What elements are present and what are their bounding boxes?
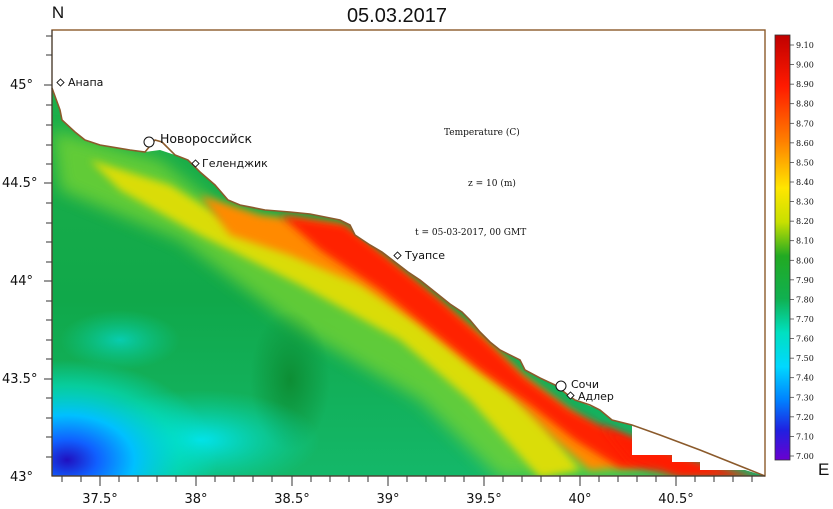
city-label: Туапсе — [404, 249, 445, 262]
colorbar-tick-label: 8.00 — [796, 256, 814, 265]
colorbar-tick-label: 8.60 — [796, 139, 814, 148]
city-label: Геленджик — [202, 157, 268, 170]
colorbar-tick-label: 8.90 — [796, 80, 814, 89]
colorbar-tick-label: 7.40 — [796, 374, 814, 383]
city-marker-icon — [143, 136, 155, 148]
colorbar-tick-label: 7.10 — [796, 432, 814, 441]
y-tick-label: 44.5° — [2, 176, 37, 191]
y-axis — [44, 35, 52, 458]
colorbar-tick-label: 7.80 — [796, 295, 814, 304]
x-tick-label: 38.5° — [274, 492, 309, 507]
x-tick-label: 39° — [376, 492, 399, 507]
east-label: E — [818, 460, 829, 479]
colorbar: 9.10 9.00 8.90 8.80 8.70 8.60 8.50 8.40 8.30 8.20… — [774, 34, 814, 461]
city-marker-icon — [393, 251, 402, 260]
city-tuapse: Туапсе — [393, 249, 445, 262]
city-label: Новороссийск — [160, 131, 253, 146]
colorbar-tick-label: 7.70 — [796, 315, 814, 324]
city-marker-icon — [555, 380, 567, 392]
variable-annotation: Temperature (C) — [444, 127, 520, 138]
colorbar-tick-label: 7.50 — [796, 354, 814, 363]
colorbar-tick-label: 9.10 — [796, 41, 814, 50]
y-tick-label: 43° — [10, 470, 33, 485]
city-marker-icon — [566, 391, 575, 400]
city-gelendzhik: Геленджик — [191, 157, 268, 170]
colorbar-tick-label: 8.80 — [796, 100, 814, 109]
x-axis — [61, 476, 753, 486]
x-tick-label: 38° — [184, 492, 207, 507]
colorbar-tick-label: 8.30 — [796, 198, 814, 207]
colorbar-tick-label: 7.90 — [796, 276, 814, 285]
y-tick-label: 44° — [10, 274, 33, 289]
city-anapa: Анапа — [56, 76, 103, 89]
colorbar-tick-label: 7.20 — [796, 413, 814, 422]
colorbar-gradient — [774, 34, 791, 461]
colorbar-tick-label: 8.70 — [796, 119, 814, 128]
city-adler: Адлер — [566, 390, 614, 403]
city-novorossiysk: Новороссийск — [143, 131, 253, 148]
north-label: N — [52, 3, 64, 22]
coastline — [51, 87, 766, 477]
city-marker-icon — [56, 78, 65, 87]
map-title: 05.03.2017 — [347, 5, 447, 27]
city-label: Адлер — [578, 390, 614, 403]
y-tick-label: 45° — [10, 78, 33, 93]
colorbar-tick-label: 8.10 — [796, 237, 814, 246]
x-tick-label: 37.5° — [82, 492, 117, 507]
colorbar-tick-label: 8.40 — [796, 178, 814, 187]
x-tick-label: 40.5° — [658, 492, 693, 507]
city-label: Сочи — [571, 378, 599, 391]
city-marker-icon — [191, 159, 200, 168]
x-tick-label: 40° — [568, 492, 591, 507]
colorbar-tick-label: 8.50 — [796, 158, 814, 167]
colorbar-tick-label: 7.60 — [796, 335, 814, 344]
time-annotation: t = 05-03-2017, 00 GMT — [415, 228, 526, 238]
depth-annotation: z = 10 (m) — [468, 178, 516, 189]
colorbar-tick-label: 9.00 — [796, 61, 814, 70]
colorbar-tick-label: 7.00 — [796, 452, 814, 461]
colorbar-tick-label: 7.30 — [796, 393, 814, 402]
y-tick-label: 43.5° — [2, 372, 37, 387]
city-label: Анапа — [68, 76, 103, 89]
colorbar-tick-label: 8.20 — [796, 217, 814, 226]
city-sochi: Сочи — [555, 378, 599, 392]
x-tick-label: 39.5° — [466, 492, 501, 507]
